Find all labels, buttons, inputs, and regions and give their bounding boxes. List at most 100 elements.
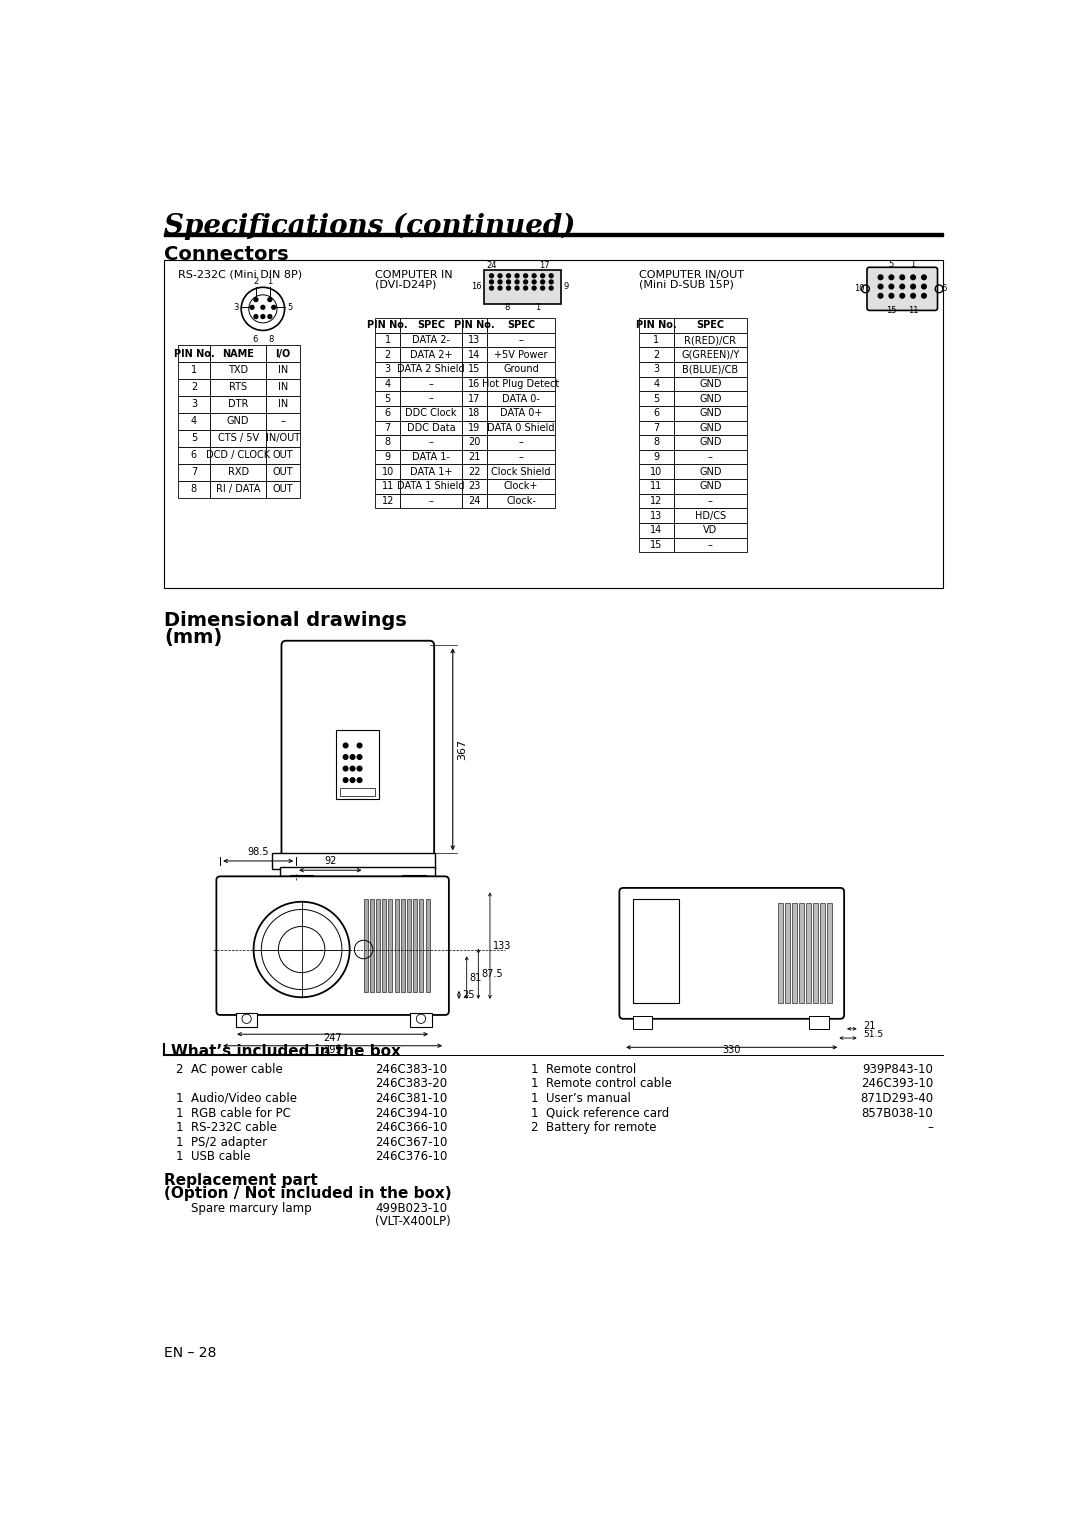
Circle shape	[251, 306, 254, 309]
Text: 1: 1	[530, 1093, 538, 1105]
Bar	[280, 866, 435, 877]
Text: 14: 14	[469, 350, 481, 359]
Bar	[638, 435, 674, 449]
Text: 2: 2	[254, 277, 258, 286]
Bar	[266, 446, 300, 463]
Text: GND: GND	[699, 394, 721, 403]
Circle shape	[357, 755, 362, 759]
Circle shape	[507, 280, 511, 284]
Text: 51.5: 51.5	[864, 1030, 883, 1039]
Bar	[177, 362, 211, 379]
Bar	[793, 903, 797, 1004]
Text: GND: GND	[699, 408, 721, 419]
Text: 12: 12	[381, 497, 394, 506]
Bar	[375, 449, 400, 465]
Text: Audio/Video cable: Audio/Video cable	[191, 1093, 297, 1105]
Text: Clock-: Clock-	[507, 497, 536, 506]
Text: OUT: OUT	[273, 451, 294, 460]
Bar	[674, 538, 747, 552]
Text: PIN No.: PIN No.	[636, 321, 676, 330]
Circle shape	[541, 274, 544, 278]
Text: 24: 24	[486, 261, 497, 270]
Text: 6: 6	[191, 451, 197, 460]
Bar	[266, 429, 300, 446]
Circle shape	[910, 293, 916, 298]
Bar	[375, 406, 400, 420]
Text: 246C366-10: 246C366-10	[375, 1122, 447, 1134]
Text: 246C393-10: 246C393-10	[861, 1077, 933, 1091]
Text: 5: 5	[287, 303, 293, 312]
Bar	[266, 481, 300, 498]
Circle shape	[343, 755, 348, 759]
Text: 9: 9	[564, 283, 569, 292]
Text: 8: 8	[191, 484, 197, 494]
Circle shape	[524, 274, 527, 278]
Text: 2: 2	[653, 350, 659, 359]
Text: –: –	[518, 437, 524, 448]
Bar	[266, 379, 300, 396]
Text: 3: 3	[653, 364, 659, 374]
Text: 2: 2	[175, 1062, 183, 1076]
Bar	[394, 900, 399, 992]
Text: 246C381-10: 246C381-10	[375, 1093, 447, 1105]
Bar	[266, 396, 300, 413]
Bar	[638, 494, 674, 509]
Bar	[785, 903, 789, 1004]
Bar	[487, 376, 555, 391]
Bar	[674, 420, 747, 435]
Text: 939P843-10: 939P843-10	[862, 1062, 933, 1076]
Text: 1: 1	[175, 1093, 183, 1105]
Bar	[487, 465, 555, 480]
Bar	[177, 446, 211, 463]
Text: Clock Shield: Clock Shield	[491, 466, 551, 477]
Text: GND: GND	[699, 423, 721, 432]
Bar	[462, 333, 487, 347]
Text: R(RED)/CR: R(RED)/CR	[685, 335, 737, 345]
Text: 20: 20	[469, 437, 481, 448]
Text: SPEC: SPEC	[697, 321, 725, 330]
Bar	[164, 232, 943, 235]
Bar	[414, 900, 417, 992]
Text: 1: 1	[530, 1062, 538, 1076]
Bar	[674, 480, 747, 494]
Bar	[291, 876, 313, 883]
Text: GND: GND	[699, 466, 721, 477]
Bar	[375, 318, 400, 333]
Circle shape	[350, 755, 355, 759]
Bar	[266, 362, 300, 379]
Circle shape	[550, 274, 553, 278]
Bar	[487, 406, 555, 420]
Text: 246C394-10: 246C394-10	[375, 1106, 447, 1120]
Bar	[266, 413, 300, 429]
Bar	[674, 362, 747, 376]
Text: 5: 5	[191, 434, 197, 443]
Text: RGB cable for PC: RGB cable for PC	[191, 1106, 291, 1120]
Text: –: –	[518, 335, 524, 345]
Bar	[462, 494, 487, 509]
Text: –: –	[708, 497, 713, 506]
Text: PS/2 adapter: PS/2 adapter	[191, 1135, 267, 1149]
Text: 246C383-20: 246C383-20	[375, 1077, 447, 1091]
Bar	[364, 900, 367, 992]
Bar	[400, 376, 462, 391]
Bar	[211, 481, 266, 498]
Text: –: –	[429, 379, 433, 390]
Circle shape	[261, 306, 265, 309]
Bar	[674, 465, 747, 480]
Text: 14: 14	[650, 526, 662, 535]
Text: 871D293-40: 871D293-40	[860, 1093, 933, 1105]
Circle shape	[889, 293, 894, 298]
Bar	[375, 494, 400, 509]
Bar	[820, 903, 825, 1004]
Bar	[177, 345, 211, 362]
Text: 6: 6	[253, 335, 258, 344]
Bar	[462, 391, 487, 406]
Circle shape	[268, 298, 272, 301]
Text: 16: 16	[471, 283, 482, 292]
Bar	[674, 391, 747, 406]
Bar	[407, 900, 410, 992]
Text: G(GREEN)/Y: G(GREEN)/Y	[681, 350, 740, 359]
Text: 7: 7	[384, 423, 391, 432]
Text: –: –	[708, 539, 713, 550]
Text: Spare marcury lamp: Spare marcury lamp	[191, 1203, 311, 1215]
